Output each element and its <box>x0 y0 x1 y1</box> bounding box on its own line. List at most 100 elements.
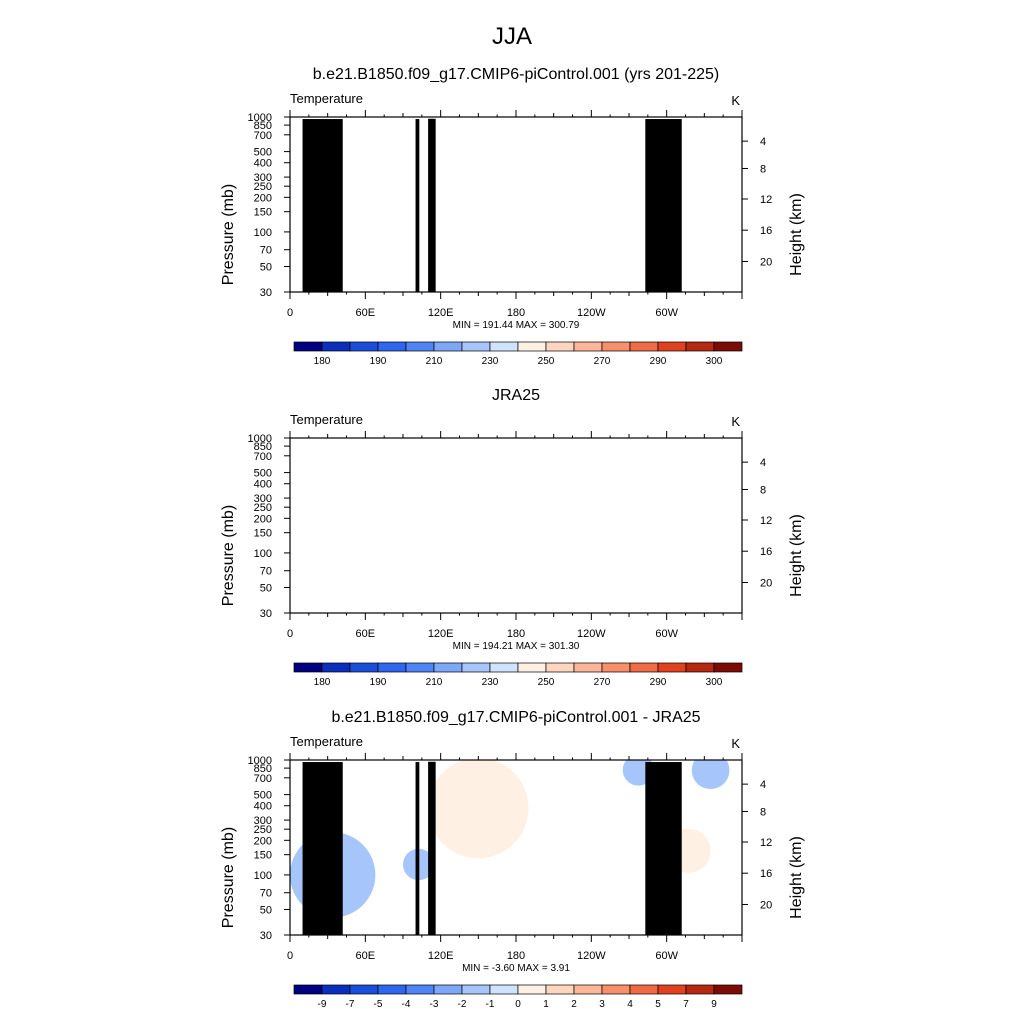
height-tick-label: 16 <box>760 225 772 237</box>
colorbar-swatch <box>321 662 351 673</box>
y-tick-label: 700 <box>254 773 272 785</box>
y-tick-label: 1000 <box>248 112 272 124</box>
height-tick-label: 12 <box>760 837 772 849</box>
colorbar-label: -5 <box>374 999 383 1010</box>
colorbar-swatch <box>349 341 379 352</box>
y-tick-label: 250 <box>254 824 272 836</box>
colorbar-swatch <box>657 984 687 995</box>
height-tick-label: 16 <box>760 546 772 558</box>
height-tick-label: 4 <box>760 457 766 469</box>
colorbar-label: 210 <box>426 356 443 367</box>
colorbar-label: 190 <box>370 677 387 688</box>
y-tick-label: 70 <box>260 566 272 578</box>
y-tick-label: 500 <box>254 147 272 159</box>
colorbar-swatch <box>545 341 575 352</box>
colorbar-label: 2 <box>571 999 577 1010</box>
colorbar-label: 180 <box>314 677 331 688</box>
terrain-mask <box>645 119 682 292</box>
colorbar-label: -7 <box>346 999 355 1010</box>
height-tick-label: 12 <box>760 194 772 206</box>
colorbar-swatch <box>713 341 743 352</box>
colorbar-label: -2 <box>458 999 467 1010</box>
colorbar-label: -1 <box>486 999 495 1010</box>
y-axis-right-label: Height (km) <box>788 514 805 597</box>
colorbar-swatch <box>629 984 659 995</box>
colorbar-label: 300 <box>706 356 723 367</box>
x-tick-label: 120W <box>577 950 606 962</box>
y-tick-label: 850 <box>254 120 272 132</box>
panel-title: b.e21.B1850.f09_g17.CMIP6-piControl.001 … <box>313 66 719 83</box>
y-tick-label: 50 <box>260 262 272 274</box>
y-axis-right-label: Height (km) <box>788 193 805 276</box>
plot-frame <box>289 437 743 614</box>
y-tick-label: 1000 <box>248 433 272 445</box>
y-tick-label: 200 <box>254 192 272 204</box>
x-tick-label: 120W <box>577 307 606 319</box>
colorbar-swatch <box>293 984 323 995</box>
contour-feature <box>428 760 529 859</box>
x-tick-label: 120E <box>428 950 454 962</box>
y-tick-label: 100 <box>254 548 272 560</box>
colorbar-label: 290 <box>650 356 667 367</box>
y-tick-label: 300 <box>254 172 272 184</box>
variable-label: Temperature <box>290 91 363 106</box>
colorbar-swatch <box>405 984 435 995</box>
units-label: K <box>731 93 740 108</box>
colorbar-swatch <box>545 662 575 673</box>
units-label: K <box>731 736 740 751</box>
y-tick-label: 700 <box>254 130 272 142</box>
minmax-text: MIN = 191.44 MAX = 300.79 <box>453 320 580 331</box>
colorbar-swatch <box>489 662 519 673</box>
colorbar-swatch <box>461 984 491 995</box>
colorbar: -9 -7 -5 -4 -3 -2 -1 0 1 2 3 4 5 7 9 <box>293 984 743 1010</box>
colorbar-swatch <box>433 662 463 673</box>
terrain-mask <box>415 762 420 935</box>
plot-area <box>302 118 682 292</box>
y-tick-label: 850 <box>254 441 272 453</box>
variable-label: Temperature <box>290 734 363 749</box>
y-tick-label: 50 <box>260 583 272 595</box>
colorbar-label: 250 <box>538 677 555 688</box>
colorbar-swatch <box>377 662 407 673</box>
terrain-mask <box>325 764 336 935</box>
colorbar-swatch <box>657 341 687 352</box>
colorbar-swatch <box>405 341 435 352</box>
panel-title: JRA25 <box>492 387 540 404</box>
colorbar-label: 1 <box>543 999 549 1010</box>
panels: 0 60E 120E 180 120W 60W3050701001502002503004… <box>220 66 805 1010</box>
colorbar-swatch <box>573 341 603 352</box>
colorbar-label: -9 <box>318 999 327 1010</box>
x-tick-label: 120W <box>577 628 606 640</box>
y-tick-label: 100 <box>254 870 272 882</box>
height-tick-label: 20 <box>760 899 772 911</box>
colorbar-label: 250 <box>538 356 555 367</box>
variable-label: Temperature <box>290 412 363 427</box>
height-tick-label: 12 <box>760 515 772 527</box>
terrain-mask <box>428 761 436 935</box>
colorbar-swatch <box>377 984 407 995</box>
colorbar-swatch <box>489 984 519 995</box>
colorbar-label: 9 <box>711 999 717 1010</box>
height-tick-label: 20 <box>760 256 772 268</box>
colorbar: 180 190 210 230 250 270 290 300 <box>293 662 743 688</box>
y-tick-label: 100 <box>254 227 272 239</box>
colorbar-swatch <box>321 984 351 995</box>
colorbar-swatch <box>377 341 407 352</box>
y-tick-label: 300 <box>254 815 272 827</box>
colorbar-label: 0 <box>515 999 521 1010</box>
panel-title: b.e21.B1850.f09_g17.CMIP6-piControl.001 … <box>331 709 700 726</box>
colorbar-label: 300 <box>706 677 723 688</box>
y-tick-label: 250 <box>254 181 272 193</box>
units-label: K <box>731 414 740 429</box>
colorbar-swatch <box>601 341 631 352</box>
colorbar-swatch <box>517 984 547 995</box>
x-tick-label: 180 <box>507 307 525 319</box>
colorbar-swatch <box>517 341 547 352</box>
minmax-text: MIN = -3.60 MAX = 3.91 <box>462 963 570 974</box>
height-tick-label: 8 <box>760 484 766 496</box>
y-tick-label: 250 <box>254 502 272 514</box>
colorbar-swatch <box>629 341 659 352</box>
height-tick-label: 4 <box>760 136 766 148</box>
